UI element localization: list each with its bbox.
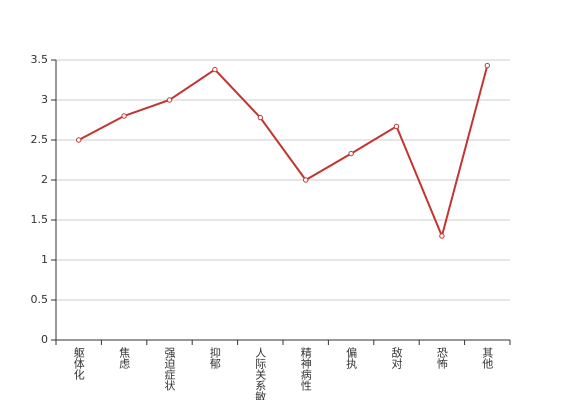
point <box>348 150 354 157</box>
x-tick-label: 偏执 <box>345 346 358 370</box>
y-tick-label: 3 <box>41 93 48 106</box>
point <box>393 123 400 130</box>
x-tick-label: 躯体化 <box>72 347 85 381</box>
y-tick-label: 2.5 <box>31 133 49 146</box>
point <box>303 177 309 183</box>
point <box>121 113 127 119</box>
point <box>439 233 445 239</box>
x-tick-label: 抑郁 <box>208 346 221 369</box>
y-tick-label: 1.5 <box>31 213 49 226</box>
x-tick-label: 强迫症状 <box>163 347 176 391</box>
y-tick-label: 3.5 <box>31 53 49 66</box>
x-tick-label: 精神病性 <box>299 347 312 392</box>
y-tick-label: 0.5 <box>31 293 49 306</box>
y-tick-label: 0 <box>41 333 48 346</box>
point <box>257 114 263 121</box>
y-tick-label: 1 <box>41 253 48 266</box>
point <box>484 62 490 69</box>
point <box>166 97 173 103</box>
point <box>76 137 82 143</box>
x-tick-label: 敌对 <box>390 346 403 369</box>
line <box>78 65 489 240</box>
x-tick-label: 其他 <box>481 347 494 369</box>
point <box>212 66 218 73</box>
x-tick-label: 焦虑 <box>118 347 131 369</box>
x-tick-label: 人际关系敏感 <box>254 347 267 400</box>
y-tick-label: 2 <box>41 173 48 186</box>
x-tick-label: 恐怖 <box>435 347 448 369</box>
